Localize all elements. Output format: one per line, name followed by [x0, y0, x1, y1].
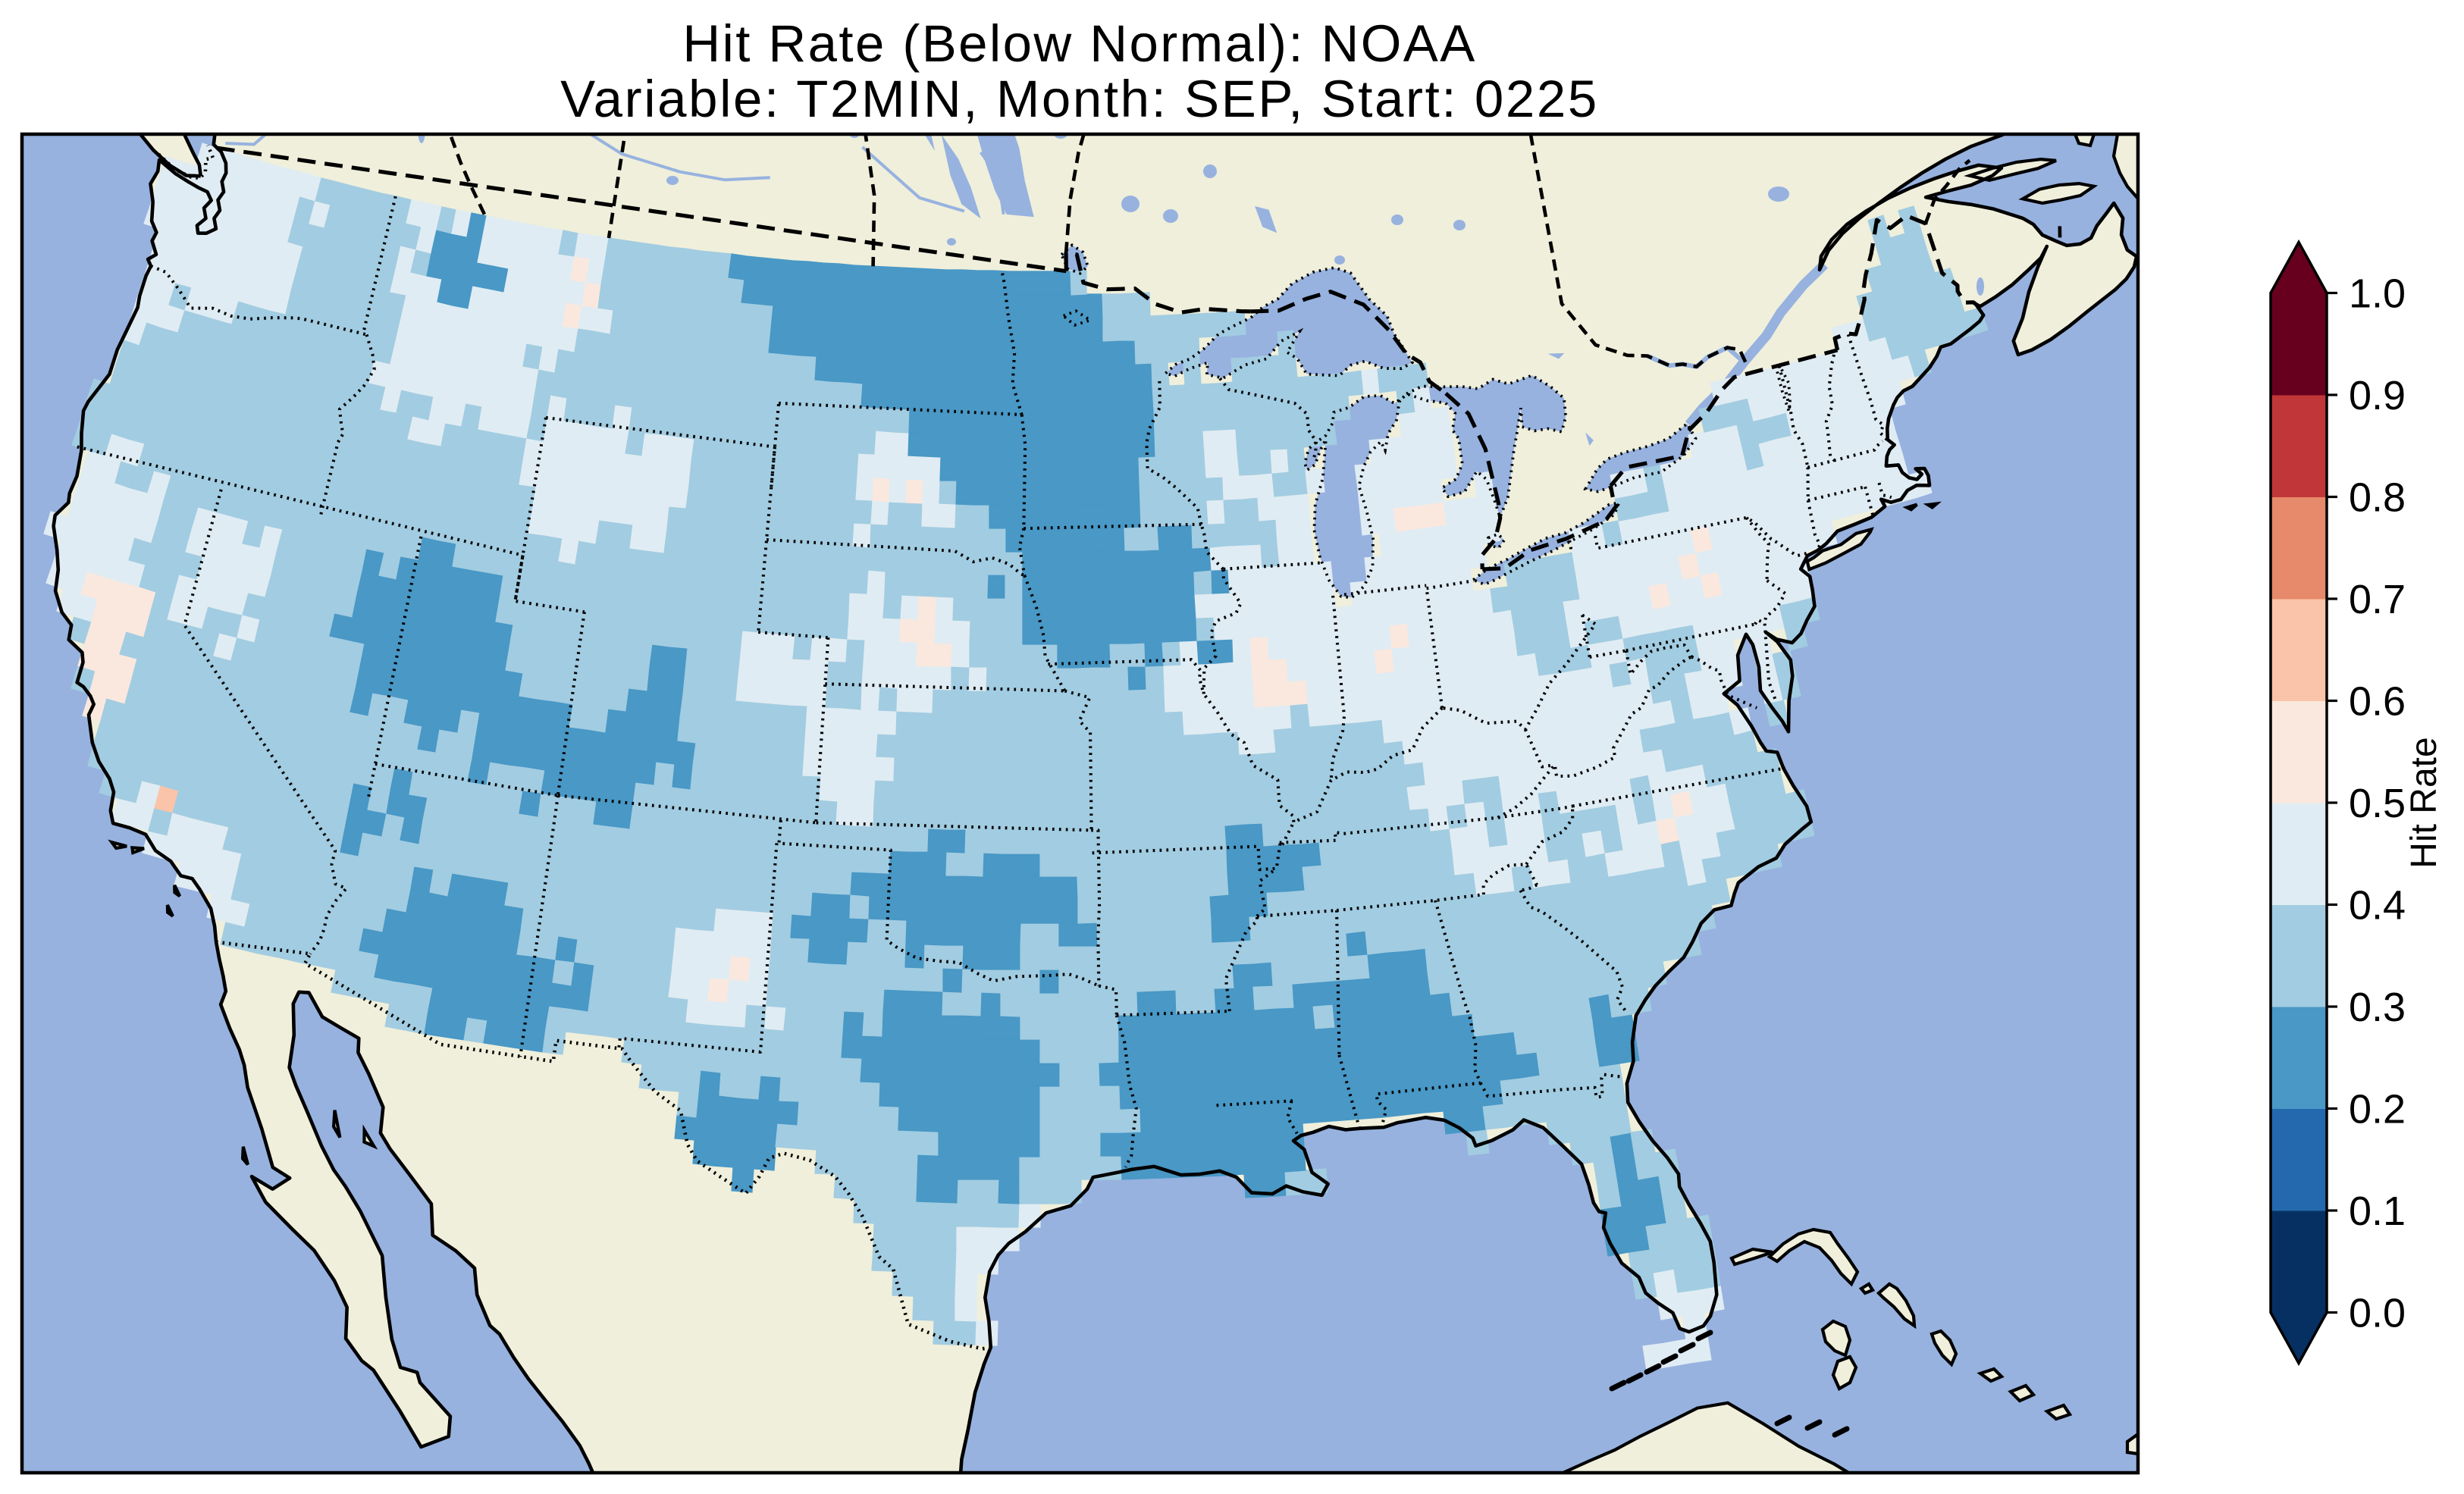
svg-text:1.0: 1.0 [2349, 271, 2406, 317]
svg-text:0.4: 0.4 [2349, 883, 2406, 929]
svg-text:Variable: T2MIN, Month: SEP, S: Variable: T2MIN, Month: SEP, Start: 0225 [560, 70, 1599, 128]
svg-text:0.6: 0.6 [2349, 679, 2406, 725]
svg-text:0.9: 0.9 [2349, 373, 2406, 418]
svg-text:0.7: 0.7 [2349, 577, 2406, 622]
svg-text:Hit Rate: Hit Rate [2404, 737, 2444, 868]
svg-text:0.8: 0.8 [2349, 475, 2406, 521]
svg-text:Hit Rate (Below Normal): NOAA: Hit Rate (Below Normal): NOAA [682, 14, 1476, 73]
svg-text:0.3: 0.3 [2349, 985, 2406, 1030]
svg-text:0.1: 0.1 [2349, 1189, 2406, 1234]
svg-text:0.5: 0.5 [2349, 781, 2406, 826]
svg-text:0.2: 0.2 [2349, 1087, 2406, 1132]
svg-text:0.0: 0.0 [2349, 1291, 2406, 1336]
